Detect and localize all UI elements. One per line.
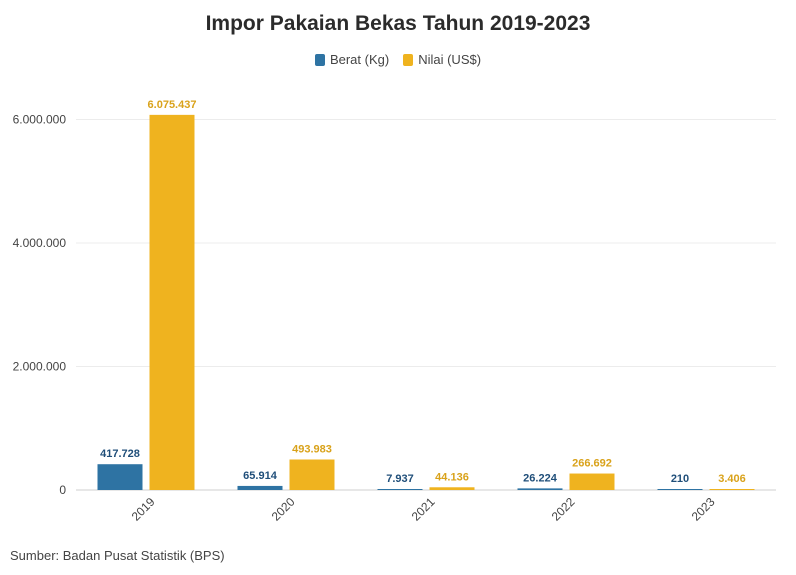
- bar-berat-2020: [237, 485, 283, 490]
- bar-berat-2019: [97, 464, 143, 490]
- legend-item-berat[interactable]: Berat (Kg): [314, 52, 390, 67]
- bar-nilai-2021: [429, 487, 475, 490]
- y-tick-label: 6.000.000: [13, 113, 67, 127]
- legend-swatch-nilai: [403, 53, 414, 66]
- data-label: 65.914: [243, 470, 278, 482]
- data-label: 44.136: [435, 471, 469, 483]
- x-tick-label: 2019: [129, 495, 158, 524]
- legend-label-berat: Berat (Kg): [329, 52, 390, 67]
- bar-berat-2023: [657, 489, 703, 490]
- data-label: 6.075.437: [148, 99, 197, 111]
- data-label: 417.728: [100, 448, 140, 460]
- data-label: 3.406: [718, 473, 746, 485]
- legend-swatch-berat: [314, 53, 325, 66]
- x-tick-label: 2022: [549, 495, 578, 524]
- x-tick-label: 2020: [269, 495, 298, 524]
- bar-berat-2022: [517, 488, 563, 490]
- x-tick-label: 2023: [689, 495, 718, 524]
- bar-berat-2021: [377, 489, 423, 490]
- y-tick-label: 2.000.000: [13, 360, 67, 374]
- data-label: 7.937: [386, 473, 414, 485]
- bar-nilai-2022: [569, 473, 615, 490]
- bar-nilai-2023: [709, 489, 755, 490]
- bar-nilai-2019: [149, 114, 195, 490]
- legend-item-nilai[interactable]: Nilai (US$): [403, 52, 481, 67]
- y-tick-label: 0: [59, 483, 66, 497]
- source-note: Sumber: Badan Pusat Statistik (BPS): [10, 548, 225, 563]
- y-tick-label: 4.000.000: [13, 236, 67, 250]
- data-label: 26.224: [523, 472, 558, 484]
- data-label: 493.983: [292, 443, 332, 455]
- data-label: 266.692: [572, 458, 612, 470]
- data-label: 210: [671, 473, 689, 485]
- legend: Berat (Kg) Nilai (US$): [0, 52, 796, 67]
- legend-label-nilai: Nilai (US$): [418, 52, 482, 67]
- bar-nilai-2020: [289, 459, 335, 490]
- x-tick-label: 2021: [409, 495, 438, 524]
- chart-title: Impor Pakaian Bekas Tahun 2019-2023: [205, 12, 591, 35]
